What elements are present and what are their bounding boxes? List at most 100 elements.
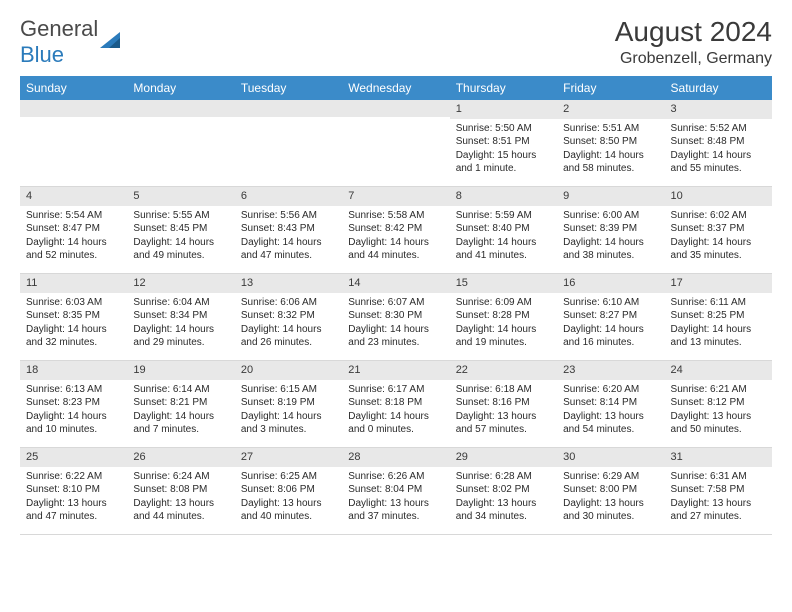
sunset-text: Sunset: 8:18 PM — [348, 396, 443, 410]
day-details: Sunrise: 6:24 AMSunset: 8:08 PMDaylight:… — [127, 467, 234, 528]
sunrise-text: Sunrise: 6:11 AM — [671, 296, 766, 310]
day-details: Sunrise: 5:58 AMSunset: 8:42 PMDaylight:… — [342, 206, 449, 267]
sunset-text: Sunset: 8:47 PM — [26, 222, 121, 236]
sunrise-text: Sunrise: 6:14 AM — [133, 383, 228, 397]
daylight-text: Daylight: 14 hours and 0 minutes. — [348, 410, 443, 437]
day-number: 28 — [342, 448, 449, 467]
week-row: 4 Sunrise: 5:54 AMSunset: 8:47 PM Daylight… — [20, 187, 772, 274]
title-block: August 2024 Grobenzell, Germany — [615, 16, 772, 68]
daylight-text: Daylight: 13 hours and 37 minutes. — [348, 497, 443, 524]
sunrise-text: Sunrise: 6:17 AM — [348, 383, 443, 397]
day-details: Sunrise: 6:29 AMSunset: 8:00 PMDaylight:… — [557, 467, 664, 528]
sunrise-text: Sunrise: 6:26 AM — [348, 470, 443, 484]
day-details: Sunrise: 5:59 AMSunset: 8:40 PMDaylight:… — [450, 206, 557, 267]
day-cell: 10Sunrise: 6:02 AMSunset: 8:37 PMDayligh… — [665, 187, 772, 273]
sunrise-text: Sunrise: 6:22 AM — [26, 470, 121, 484]
day-number: 9 — [557, 187, 664, 206]
sunrise-text: Sunrise: 6:18 AM — [456, 383, 551, 397]
daylight-text: Daylight: 13 hours and 44 minutes. — [133, 497, 228, 524]
day-details: Sunrise: 6:09 AMSunset: 8:28 PMDaylight:… — [450, 293, 557, 354]
day-cell — [127, 100, 234, 186]
sunrise-text: Sunrise: 5:54 AM — [26, 209, 121, 223]
day-number — [127, 100, 234, 117]
day-cell: 22Sunrise: 6:18 AMSunset: 8:16 PMDayligh… — [450, 361, 557, 447]
daylight-text: Daylight: 14 hours and 29 minutes. — [133, 323, 228, 350]
day-number: 5 — [127, 187, 234, 206]
day-number: 14 — [342, 274, 449, 293]
day-details: Sunrise: 6:21 AMSunset: 8:12 PMDaylight:… — [665, 380, 772, 441]
day-number: 22 — [450, 361, 557, 380]
calendar-grid: 1Sunrise: 5:50 AMSunset: 8:51 PMDaylight… — [20, 100, 772, 535]
logo-text: General Blue — [20, 16, 98, 68]
day-cell: 26Sunrise: 6:24 AMSunset: 8:08 PMDayligh… — [127, 448, 234, 534]
day-header-thu: Thursday — [450, 76, 557, 100]
daylight-text: Daylight: 13 hours and 57 minutes. — [456, 410, 551, 437]
daylight-text: Daylight: 14 hours and 41 minutes. — [456, 236, 551, 263]
day-cell — [235, 100, 342, 186]
day-number: 31 — [665, 448, 772, 467]
day-details: Sunrise: 5:56 AMSunset: 8:43 PMDaylight:… — [235, 206, 342, 267]
day-details: Sunrise: 5:51 AMSunset: 8:50 PMDaylight:… — [557, 119, 664, 180]
sunset-text: Sunset: 8:08 PM — [133, 483, 228, 497]
day-details: Sunrise: 6:15 AMSunset: 8:19 PMDaylight:… — [235, 380, 342, 441]
sunset-text: Sunset: 8:30 PM — [348, 309, 443, 323]
week-row: 18Sunrise: 6:13 AMSunset: 8:23 PMDayligh… — [20, 361, 772, 448]
day-header-sat: Saturday — [665, 76, 772, 100]
day-details: Sunrise: 6:10 AMSunset: 8:27 PMDaylight:… — [557, 293, 664, 354]
sunrise-text: Sunrise: 6:04 AM — [133, 296, 228, 310]
day-details: Sunrise: 6:26 AMSunset: 8:04 PMDaylight:… — [342, 467, 449, 528]
day-number — [20, 100, 127, 117]
day-details: Sunrise: 6:13 AMSunset: 8:23 PMDaylight:… — [20, 380, 127, 441]
day-cell: 31Sunrise: 6:31 AMSunset: 7:58 PMDayligh… — [665, 448, 772, 534]
day-number: 7 — [342, 187, 449, 206]
day-cell: 18Sunrise: 6:13 AMSunset: 8:23 PMDayligh… — [20, 361, 127, 447]
sunrise-text: Sunrise: 5:50 AM — [456, 122, 551, 136]
day-number: 26 — [127, 448, 234, 467]
day-header-sun: Sunday — [20, 76, 127, 100]
day-details: Sunrise: 6:31 AMSunset: 7:58 PMDaylight:… — [665, 467, 772, 528]
daylight-text: Daylight: 13 hours and 40 minutes. — [241, 497, 336, 524]
day-number: 30 — [557, 448, 664, 467]
day-number: 4 — [20, 187, 127, 206]
day-number: 3 — [665, 100, 772, 119]
sunrise-text: Sunrise: 6:31 AM — [671, 470, 766, 484]
sunrise-text: Sunrise: 6:13 AM — [26, 383, 121, 397]
daylight-text: Daylight: 14 hours and 49 minutes. — [133, 236, 228, 263]
day-header-row: Sunday Monday Tuesday Wednesday Thursday… — [20, 76, 772, 100]
day-details: Sunrise: 6:02 AMSunset: 8:37 PMDaylight:… — [665, 206, 772, 267]
day-cell: 4Sunrise: 5:54 AMSunset: 8:47 PMDaylight… — [20, 187, 127, 273]
sunset-text: Sunset: 8:25 PM — [671, 309, 766, 323]
logo: General Blue — [20, 16, 126, 68]
daylight-text: Daylight: 14 hours and 32 minutes. — [26, 323, 121, 350]
daylight-text: Daylight: 14 hours and 26 minutes. — [241, 323, 336, 350]
sunset-text: Sunset: 8:00 PM — [563, 483, 658, 497]
daylight-text: Daylight: 15 hours and 1 minute. — [456, 149, 551, 176]
logo-general: General — [20, 16, 98, 41]
sunset-text: Sunset: 7:58 PM — [671, 483, 766, 497]
day-details: Sunrise: 6:17 AMSunset: 8:18 PMDaylight:… — [342, 380, 449, 441]
day-cell — [20, 100, 127, 186]
day-number: 11 — [20, 274, 127, 293]
day-number: 8 — [450, 187, 557, 206]
day-cell: 19Sunrise: 6:14 AMSunset: 8:21 PMDayligh… — [127, 361, 234, 447]
sunset-text: Sunset: 8:10 PM — [26, 483, 121, 497]
sunset-text: Sunset: 8:12 PM — [671, 396, 766, 410]
sunset-text: Sunset: 8:06 PM — [241, 483, 336, 497]
sunset-text: Sunset: 8:19 PM — [241, 396, 336, 410]
sunrise-text: Sunrise: 6:00 AM — [563, 209, 658, 223]
day-cell: 30Sunrise: 6:29 AMSunset: 8:00 PMDayligh… — [557, 448, 664, 534]
day-details: Sunrise: 6:22 AMSunset: 8:10 PMDaylight:… — [20, 467, 127, 528]
daylight-text: Daylight: 14 hours and 58 minutes. — [563, 149, 658, 176]
sunrise-text: Sunrise: 5:51 AM — [563, 122, 658, 136]
day-number: 19 — [127, 361, 234, 380]
day-cell: 23Sunrise: 6:20 AMSunset: 8:14 PMDayligh… — [557, 361, 664, 447]
day-number: 23 — [557, 361, 664, 380]
day-cell: 20Sunrise: 6:15 AMSunset: 8:19 PMDayligh… — [235, 361, 342, 447]
sunrise-text: Sunrise: 6:24 AM — [133, 470, 228, 484]
week-row: 1Sunrise: 5:50 AMSunset: 8:51 PMDaylight… — [20, 100, 772, 187]
day-cell: 6Sunrise: 5:56 AMSunset: 8:43 PMDaylight… — [235, 187, 342, 273]
sunset-text: Sunset: 8:14 PM — [563, 396, 658, 410]
sunset-text: Sunset: 8:23 PM — [26, 396, 121, 410]
daylight-text: Daylight: 13 hours and 34 minutes. — [456, 497, 551, 524]
sunset-text: Sunset: 8:21 PM — [133, 396, 228, 410]
